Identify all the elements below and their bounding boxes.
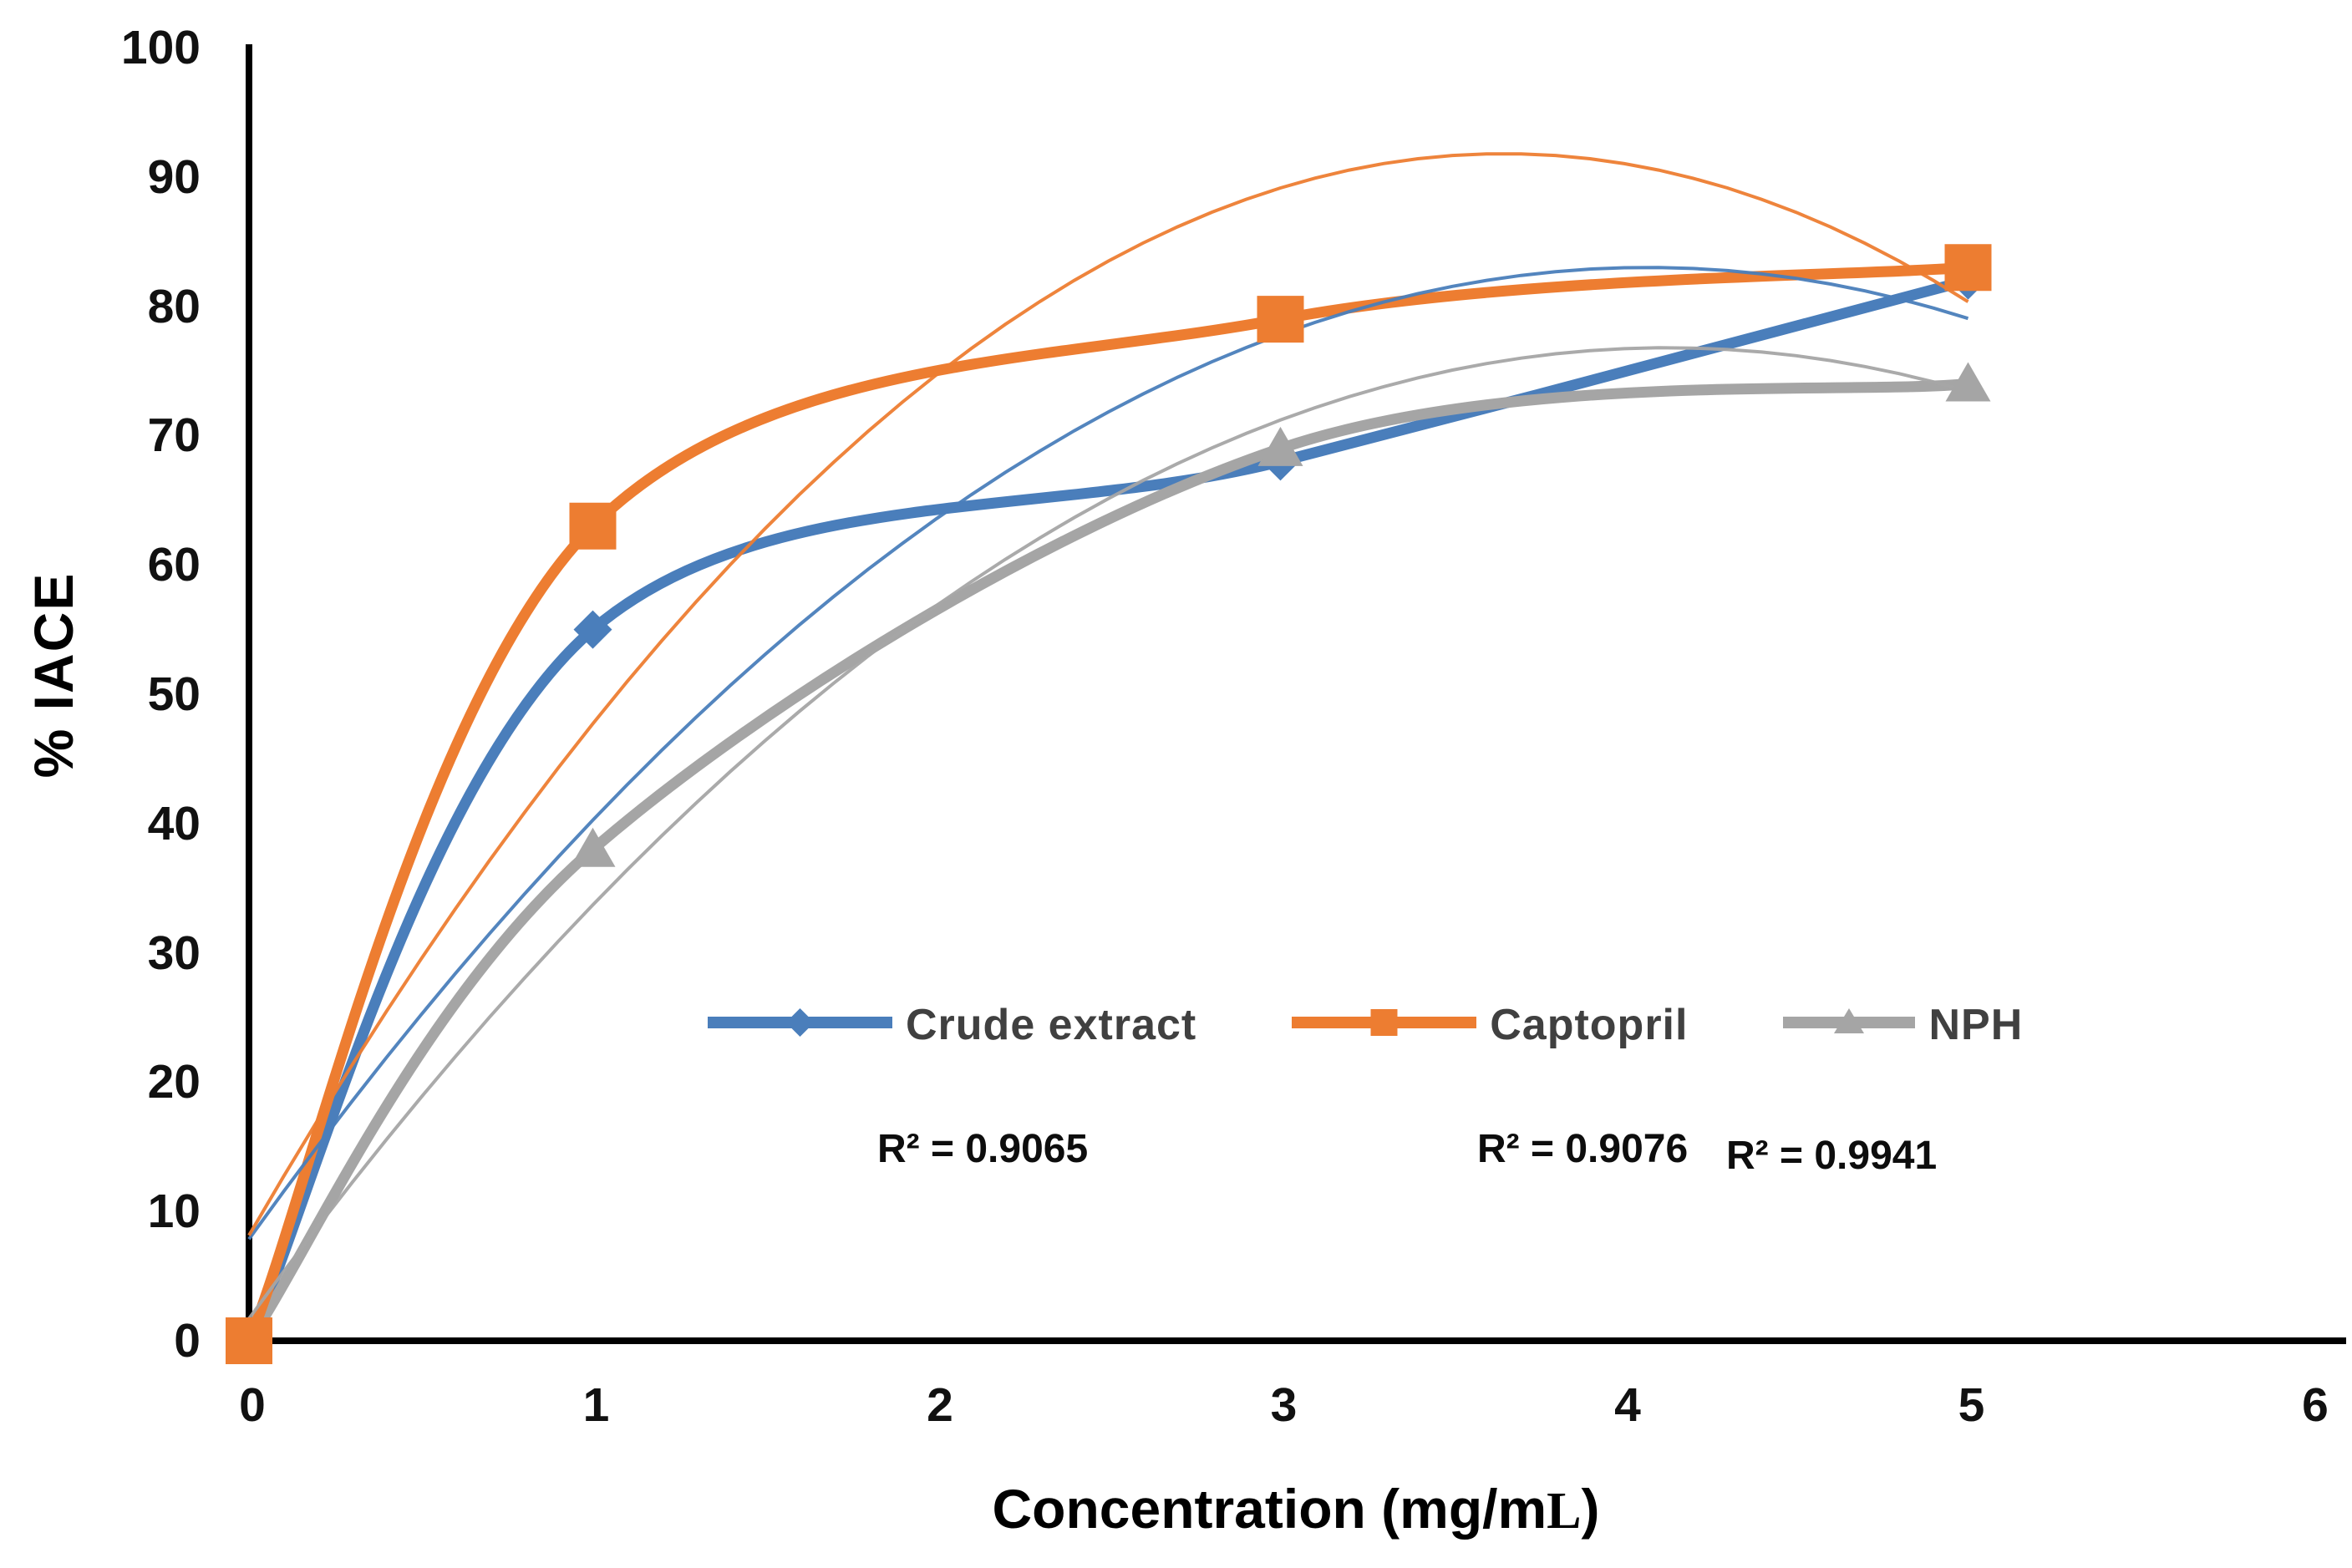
y-tick-label-80: 80 (147, 279, 201, 333)
x-axis-line (242, 1337, 2346, 1344)
legend-label-captopril: Captopril (1490, 1000, 1689, 1049)
series-crude-extract-line (243, 275, 1974, 1347)
y-tick-label-20: 20 (147, 1055, 201, 1109)
series-nph-line (243, 378, 1974, 1347)
x-tick-label-0: 0 (239, 1378, 266, 1432)
series-crude-extract-marker (573, 610, 612, 649)
legend-item-crude-extract: Crude extract (706, 996, 1196, 1053)
captopril-line-marker-icon (1290, 996, 1478, 1053)
series-nph-marker (570, 827, 616, 867)
series-captopril-line (243, 261, 1974, 1347)
x-axis-title: Concentration (mg/mL) (992, 1477, 1599, 1541)
y-tick-label-100: 100 (120, 21, 201, 74)
x-axis-title-text: Concentration (mg/m (992, 1478, 1547, 1540)
legend-item-captopril: Captopril (1290, 996, 1688, 1053)
crude-extract-swatch-svg (708, 1008, 892, 1037)
captopril-swatch-svg (1292, 1009, 1477, 1036)
x-tick-label-6: 6 (2302, 1378, 2329, 1432)
y-tick-label-30: 30 (147, 926, 201, 980)
y-tick-label-0: 0 (174, 1314, 201, 1368)
nph-swatch-svg (1783, 1008, 1916, 1033)
y-tick-label-60: 60 (147, 538, 201, 592)
series-nph-marker (1257, 426, 1303, 466)
y-tick-label-50: 50 (147, 667, 201, 721)
legend-label-crude-extract: Crude extract (906, 1000, 1197, 1049)
series-captopril-marker (1257, 296, 1304, 343)
series-captopril-marker (1944, 244, 1992, 292)
series-crude-extract-trendline (247, 266, 1969, 1241)
r-squared-crude-extract: R² = 0.9065 (877, 1127, 1089, 1171)
legend-item-nph: NPH (1781, 996, 2023, 1053)
series-captopril-marker (226, 1317, 272, 1364)
y-tick-label-10: 10 (147, 1185, 201, 1239)
y-tick-label-40: 40 (147, 796, 201, 850)
x-axis-title-unit-l: L (1547, 1483, 1582, 1540)
captopril-legend-marker-icon (1370, 1009, 1398, 1036)
nph-line-marker-icon (1781, 996, 1917, 1053)
x-axis-title-close-paren: ) (1581, 1478, 1600, 1540)
x-tick-label-4: 4 (1614, 1378, 1641, 1432)
nph-legend-marker-icon (1834, 1008, 1865, 1033)
x-tick-label-2: 2 (927, 1378, 953, 1432)
r-squared-captopril: R² = 0.9076 (1477, 1127, 1689, 1171)
series-nph-marker (1945, 362, 1991, 402)
series-captopril-marker (569, 502, 617, 550)
y-axis-line (246, 44, 252, 1344)
crude-extract-line-marker-icon (706, 996, 894, 1053)
y-tick-label-70: 70 (147, 408, 201, 463)
x-tick-label-1: 1 (582, 1378, 610, 1432)
x-tick-label-5: 5 (1958, 1378, 1985, 1432)
series-nph-trendline (247, 346, 1969, 1320)
chart-legend: Crude extract Captopril NPH (706, 996, 2023, 1053)
x-tick-label-3: 3 (1270, 1378, 1298, 1432)
legend-label-nph: NPH (1928, 1000, 2024, 1049)
crude-extract-legend-marker-icon (785, 1008, 815, 1037)
series-captopril-trendline (247, 152, 1969, 1236)
r-squared-nph: R² = 0.9941 (1726, 1134, 1938, 1178)
y-tick-label-90: 90 (147, 150, 201, 204)
